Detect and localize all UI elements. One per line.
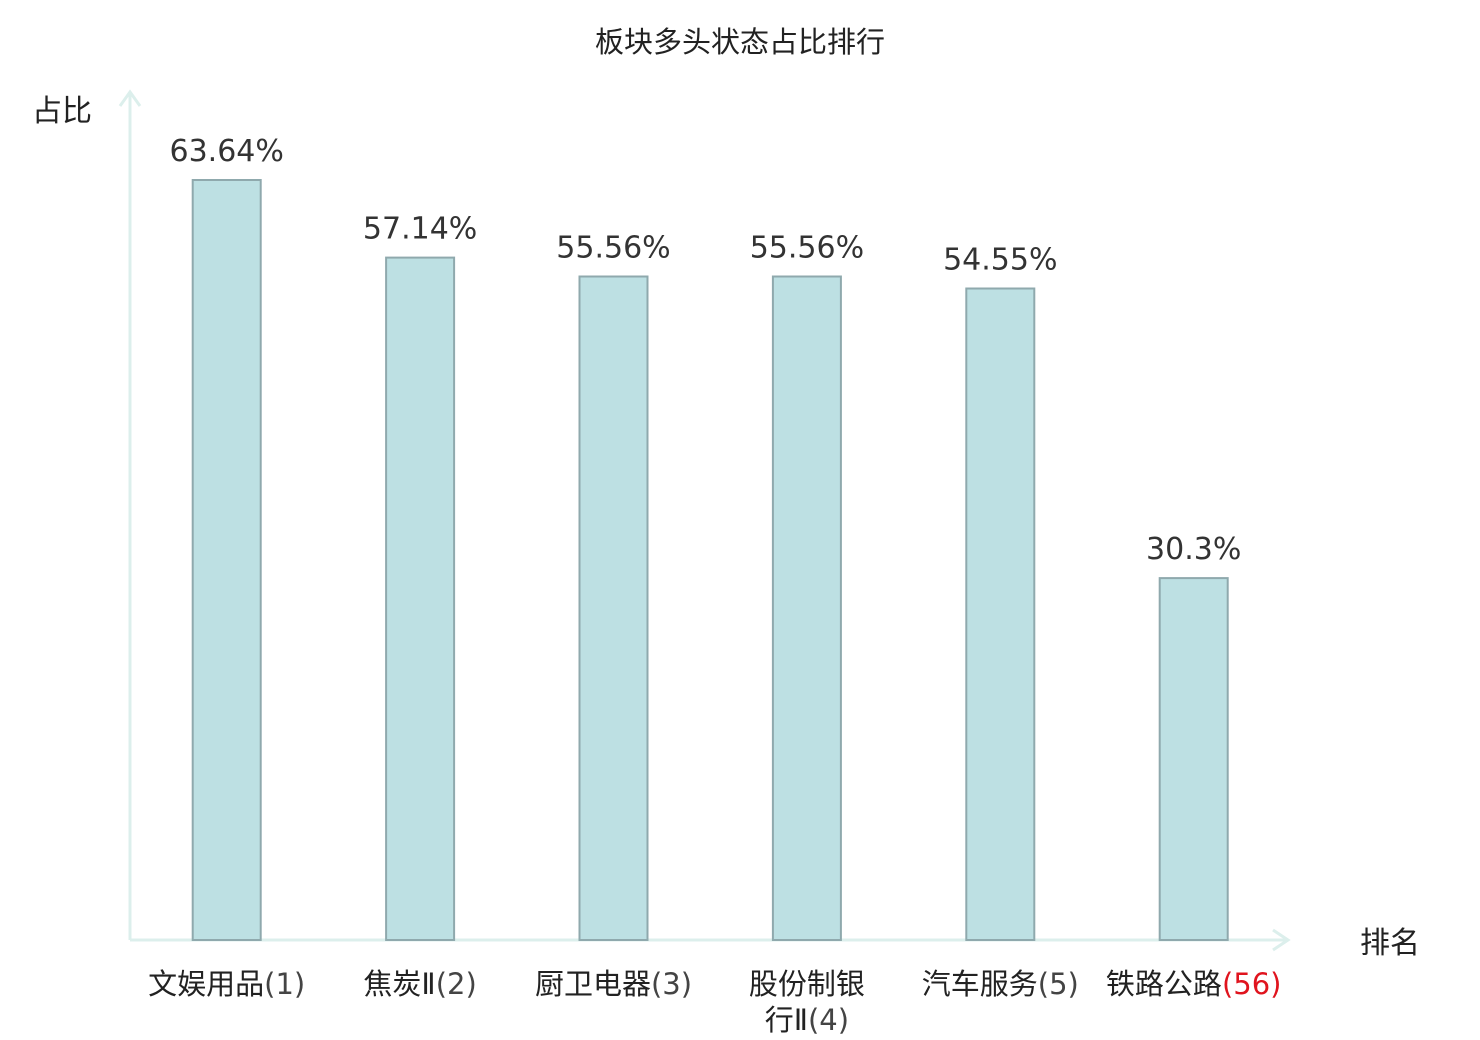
category-name-line: 厨卫电器(3)	[535, 967, 692, 1001]
y-axis-arrow	[118, 89, 142, 107]
category-name-line: 股份制银	[749, 967, 865, 1001]
category-name-line: 文娱用品(1)	[148, 967, 305, 1001]
category-name-line: 行Ⅱ(4)	[765, 1003, 849, 1037]
category-rank: (2)	[436, 967, 477, 1001]
bar-value-label: 54.55%	[943, 243, 1057, 278]
chart-title: 板块多头状态占比排行	[595, 25, 885, 59]
bar-value-label: 55.56%	[556, 231, 670, 266]
category-rank: (56)	[1222, 967, 1282, 1001]
category-label: 焦炭Ⅱ(2)	[363, 967, 476, 1001]
category-label: 汽车服务(5)	[922, 967, 1079, 1001]
y-axis-label: 占比	[32, 94, 92, 129]
bar	[965, 287, 1036, 941]
bar	[771, 275, 842, 941]
category-rank: (4)	[808, 1003, 849, 1037]
x-axis-label: 排名	[1360, 926, 1420, 961]
category-label: 铁路公路(56)	[1106, 967, 1282, 1001]
category-rank: (3)	[651, 967, 692, 1001]
category-rank: (5)	[1038, 967, 1079, 1001]
category-labels-group: 文娱用品(1) 焦炭Ⅱ(2) 厨卫电器(3) 股份制银行Ⅱ(4) 汽车服务(5) 铁路公路…	[148, 967, 1281, 1037]
category-name-line: 汽车服务(5)	[922, 967, 1079, 1001]
x-axis-arrow	[1272, 928, 1291, 952]
category-label: 文娱用品(1)	[148, 967, 305, 1001]
category-rank: (1)	[264, 967, 305, 1001]
bar	[385, 256, 456, 942]
category-name-line: 焦炭Ⅱ(2)	[363, 967, 476, 1001]
category-name-line: 铁路公路(56)	[1106, 967, 1282, 1001]
value-labels-group: 63.64% 57.14% 55.56% 55.56% 54.55% 30.3%	[170, 134, 1242, 567]
bar	[1158, 577, 1229, 941]
bar-value-label: 63.64%	[170, 134, 284, 169]
category-label: 厨卫电器(3)	[535, 967, 692, 1001]
bar-value-label: 57.14%	[363, 212, 477, 247]
bar	[191, 179, 262, 941]
bar-value-label: 55.56%	[750, 231, 864, 266]
bar	[578, 275, 649, 941]
bar-value-label: 30.3%	[1146, 532, 1241, 567]
bars-group	[191, 179, 1229, 942]
category-label: 股份制银行Ⅱ(4)	[749, 967, 865, 1037]
